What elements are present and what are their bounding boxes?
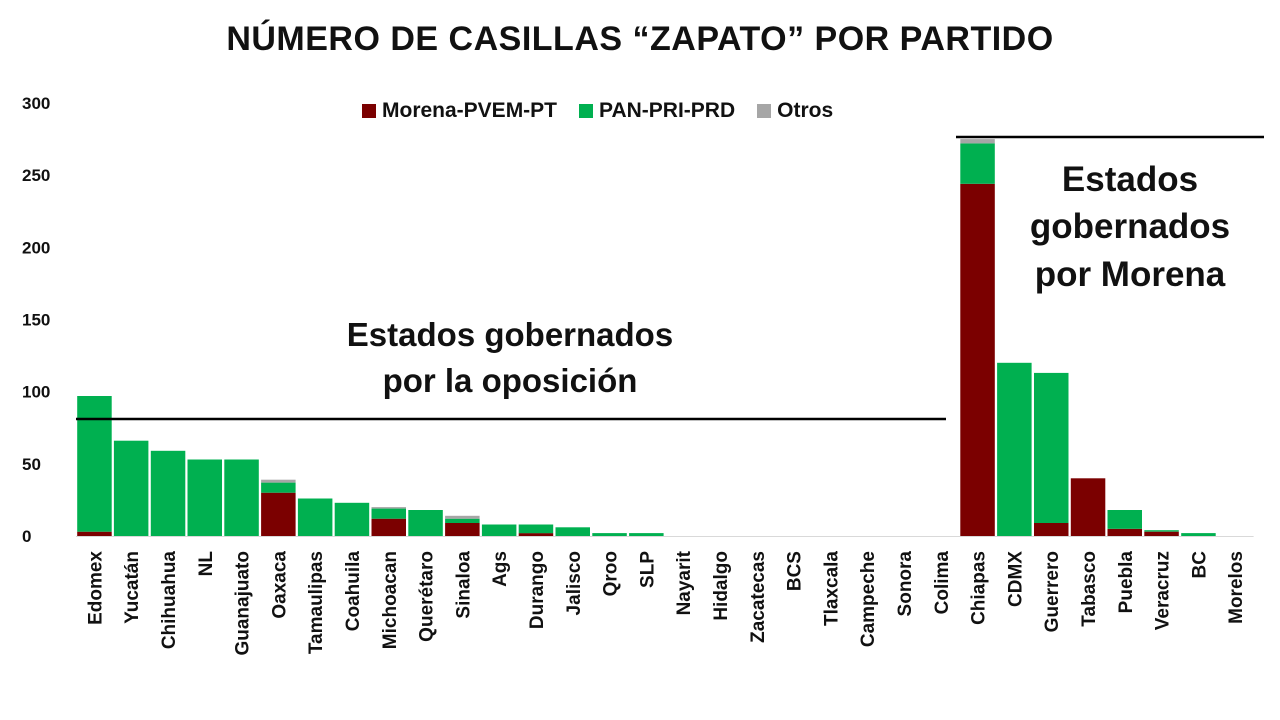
bar-pan-pri-prd (445, 518, 480, 523)
x-tick-label: Sinaloa (453, 551, 474, 619)
x-tick-label: Veracruz (1153, 551, 1174, 630)
bars-group (77, 139, 1216, 537)
annotation-opposition-line-2: por la oposición (382, 362, 638, 400)
bar-pan-pri-prd (408, 510, 443, 536)
legend-swatch-pan-pri-prd (579, 104, 594, 118)
y-tick-label: 100 (22, 383, 50, 402)
annotation-opposition: Estados gobernados por la oposición (300, 312, 720, 404)
bar-pan-pri-prd (1181, 533, 1216, 536)
bar-pan-pri-prd (224, 459, 259, 536)
annotation-opposition-line-1: Estados gobernados (346, 316, 674, 353)
x-tick-label: Tabasco (1079, 551, 1100, 627)
y-tick-label: 0 (22, 527, 31, 546)
bar-pan-pri-prd (187, 459, 222, 536)
bar-morena (1034, 523, 1069, 536)
x-tick-label: Colima (932, 551, 953, 615)
x-tick-label: Guanajuato (233, 551, 254, 656)
bar-otros (960, 139, 995, 144)
x-tick-label: Qroo (601, 551, 622, 596)
x-tick-label: SLP (637, 551, 658, 588)
y-tick-label: 50 (22, 455, 41, 474)
bar-morena (1107, 528, 1142, 536)
legend-swatch-morena (362, 104, 376, 118)
x-tick-label: Durango (527, 551, 548, 629)
x-tick-label: Sonora (895, 551, 916, 617)
bar-morena (261, 492, 296, 536)
chart-title: NÚMERO DE CASILLAS “ZAPATO” POR PARTIDO (226, 20, 1054, 58)
x-tick-label: Jalisco (564, 551, 585, 615)
bar-pan-pri-prd (334, 502, 370, 536)
x-tick-label: Michoacan (380, 551, 401, 649)
x-tick-label: Tamaulipas (306, 551, 327, 654)
bar-pan-pri-prd (77, 396, 112, 532)
bar-pan-pri-prd (592, 533, 627, 536)
legend-label-otros: Otros (777, 99, 834, 122)
annotation-morena-line-1: Estados (1061, 160, 1199, 199)
x-tick-label: NL (196, 551, 217, 577)
legend-label-morena: Morena-PVEM-PT (382, 99, 558, 122)
bar-pan-pri-prd (1144, 530, 1179, 532)
y-tick-label: 150 (22, 311, 50, 330)
x-tick-label: Oaxaca (269, 551, 290, 619)
bar-morena (1144, 531, 1179, 536)
bar-morena (77, 531, 112, 536)
x-tick-label: Nayarit (674, 550, 695, 615)
x-tick-label: BCS (785, 551, 806, 591)
x-tick-label: Guerrero (1042, 551, 1063, 632)
bar-pan-pri-prd (518, 524, 554, 534)
y-tick-label: 250 (22, 166, 50, 185)
bar-pan-pri-prd (261, 482, 296, 493)
bar-pan-pri-prd (629, 533, 664, 536)
y-axis: 0 50 100 150 200 250 300 (22, 94, 50, 546)
bar-morena (371, 518, 406, 536)
legend-item-otros: Otros (757, 99, 833, 123)
x-tick-label: Zacatecas (748, 551, 769, 643)
x-tick-label: Coahuila (343, 551, 364, 632)
bar-pan-pri-prd (1107, 510, 1142, 529)
bar-pan-pri-prd (150, 450, 186, 536)
x-tick-label: Tlaxcala (821, 551, 842, 626)
x-tick-label: Chihuahua (159, 551, 180, 650)
legend: Morena-PVEM-PT PAN-PRI-PRD Otros (362, 99, 833, 123)
annotation-morena-line-3: por Morena (1034, 254, 1226, 294)
bar-pan-pri-prd (960, 143, 995, 184)
legend-label-pan-pri-prd: PAN-PRI-PRD (599, 99, 736, 122)
x-tick-label: Yucatán (122, 551, 143, 624)
bar-morena (960, 183, 995, 537)
x-tick-label: BC (1189, 551, 1210, 579)
bar-otros (261, 479, 296, 483)
x-tick-label: Querétaro (417, 551, 438, 642)
x-tick-label: Puebla (1116, 551, 1137, 614)
legend-item-morena: Morena-PVEM-PT (362, 99, 557, 123)
bar-otros (371, 507, 406, 509)
bar-otros (445, 515, 480, 519)
y-tick-label: 300 (22, 94, 50, 113)
bar-pan-pri-prd (481, 524, 517, 536)
x-axis: Edomex Yucatán Chihuahua NL Guanajuato Oaxaca… (76, 536, 1254, 656)
legend-swatch-otros (757, 104, 772, 118)
x-tick-label: Campeche (858, 551, 879, 647)
bar-pan-pri-prd (997, 362, 1032, 536)
y-tick-label: 200 (22, 238, 50, 257)
x-tick-label: CDMX (1005, 551, 1026, 607)
x-tick-label: Ags (490, 551, 511, 587)
bar-morena (1070, 478, 1106, 536)
bar-morena (445, 523, 480, 536)
annotation-morena: Estados gobernados por Morena (990, 156, 1270, 298)
bar-pan-pri-prd (297, 498, 333, 536)
legend-item-pan-pri-prd: PAN-PRI-PRD (579, 99, 735, 123)
x-tick-label: Morelos (1226, 551, 1247, 624)
bar-pan-pri-prd (113, 440, 149, 536)
annotation-morena-line-2: gobernados (1029, 207, 1231, 247)
x-tick-label: Edomex (85, 551, 106, 625)
bar-pan-pri-prd (371, 508, 406, 519)
bar-morena (518, 533, 554, 536)
x-tick-label: Chiapas (969, 551, 990, 625)
bar-pan-pri-prd (555, 527, 590, 536)
x-tick-label: Hidalgo (711, 551, 732, 621)
bar-pan-pri-prd (1034, 372, 1069, 523)
